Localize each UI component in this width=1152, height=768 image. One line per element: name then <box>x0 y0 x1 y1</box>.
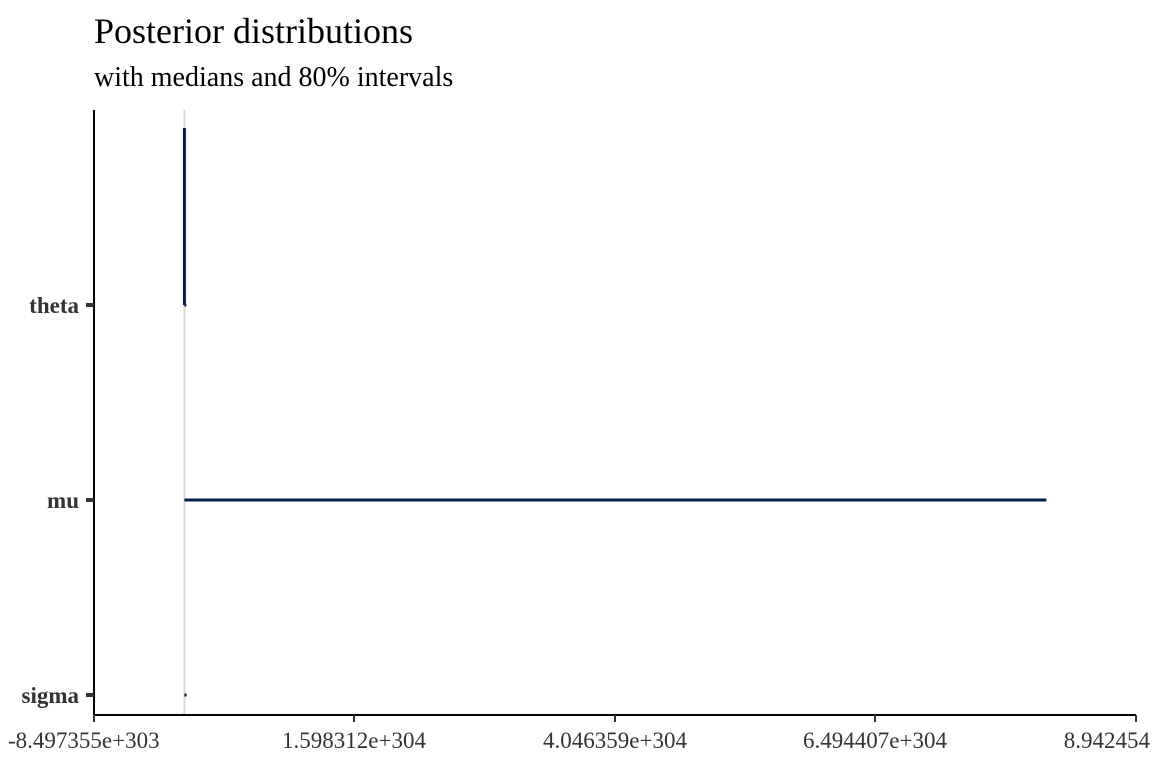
x-tick-label-1: 1.598312e+304 <box>282 728 426 753</box>
chart-subtitle: with medians and 80% intervals <box>94 62 453 93</box>
y-tick-label-mu: mu <box>47 488 79 513</box>
x-tick-label-2: 4.046359e+304 <box>543 728 687 753</box>
x-tick-label-0: -8.497355e+303 <box>8 728 160 753</box>
x-tick-label-4: 8.942454 <box>1064 728 1151 753</box>
interval-marks <box>182 128 1047 697</box>
y-axis-ticks: theta mu sigma <box>22 293 94 708</box>
chart-title: Posterior distributions <box>94 11 413 51</box>
y-tick-label-theta: theta <box>29 293 79 318</box>
x-tick-label-3: 6.494407e+304 <box>803 728 947 753</box>
y-tick-label-sigma: sigma <box>22 683 80 708</box>
x-axis-ticks: -8.497355e+303 1.598312e+304 4.046359e+304… <box>8 715 1151 753</box>
